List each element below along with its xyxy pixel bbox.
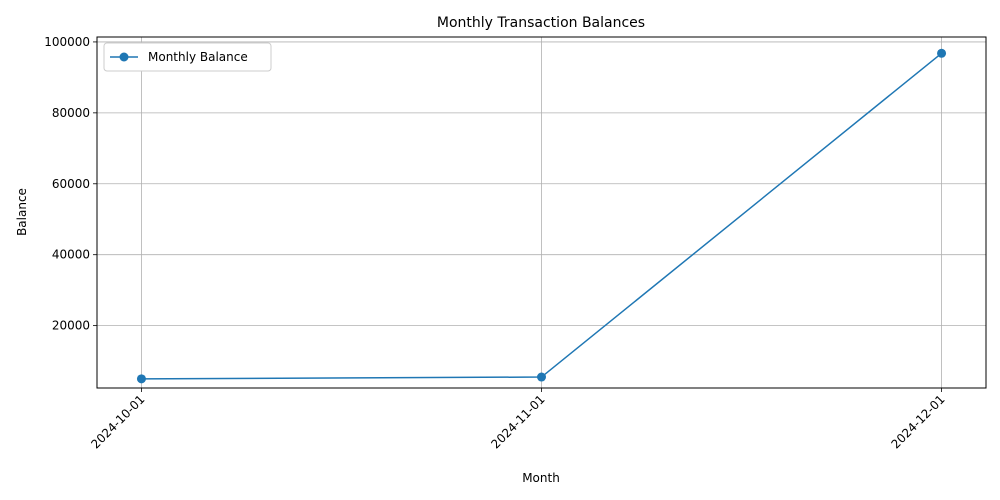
data-point [937,48,947,58]
y-tick-label: 60000 [52,177,90,191]
data-point [537,372,546,382]
y-axis-label: Balance [15,188,29,236]
data-point [136,374,146,384]
legend: Monthly Balance [103,42,272,72]
x-tick-label: 2024-12-01 [888,392,947,451]
legend-label: Monthly Balance [148,50,248,64]
y-tick-label: 20000 [52,319,90,333]
x-axis-label: Month [522,471,560,485]
y-tick-label: 40000 [52,248,90,262]
x-tick-label: 2024-10-01 [88,392,147,451]
chart-title: Monthly Transaction Balances [437,15,645,31]
series-layer [136,48,947,384]
y-tick-label: 80000 [52,106,90,120]
grid-lines [97,37,986,388]
y-axis-ticks: 20000 40000 60000 80000 100000 [44,35,97,333]
y-tick-label: 100000 [44,35,90,49]
x-axis-ticks: 2024-10-01 2024-11-01 2024-12-01 [88,388,948,451]
legend-box [103,42,272,72]
x-tick-label: 2024-11-01 [488,392,547,451]
legend-marker-sample [119,52,129,62]
